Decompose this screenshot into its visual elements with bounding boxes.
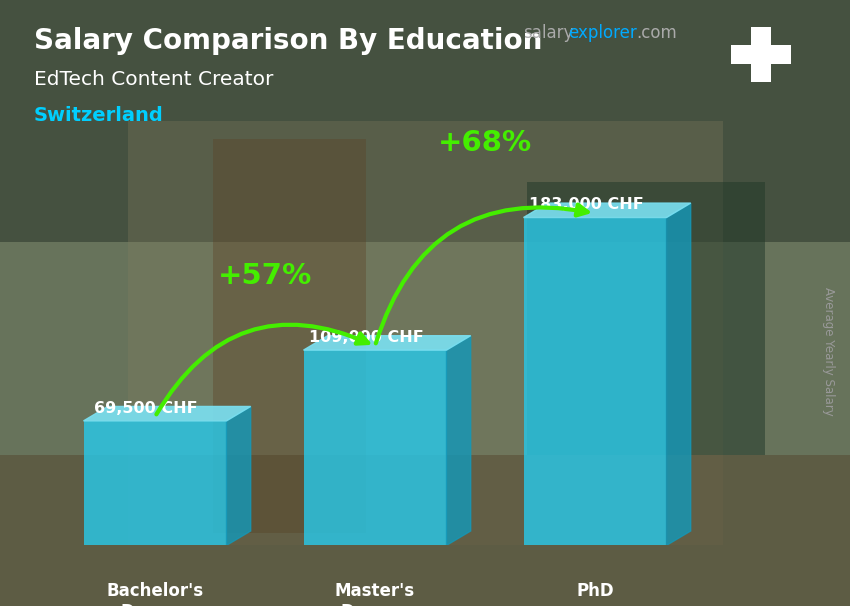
FancyBboxPatch shape — [303, 350, 446, 545]
Text: Average Yearly Salary: Average Yearly Salary — [822, 287, 836, 416]
Polygon shape — [226, 407, 251, 545]
Text: Bachelor's
Degree: Bachelor's Degree — [106, 582, 203, 606]
Text: Master's
Degree: Master's Degree — [335, 582, 415, 606]
Bar — [751, 27, 771, 82]
Text: +57%: +57% — [218, 262, 312, 290]
Bar — [128, 121, 722, 545]
Text: Salary Comparison By Education: Salary Comparison By Education — [34, 27, 542, 55]
Text: 183,000 CHF: 183,000 CHF — [529, 198, 643, 212]
Text: +68%: +68% — [438, 129, 532, 158]
Text: EdTech Content Creator: EdTech Content Creator — [34, 70, 274, 88]
Text: 109,000 CHF: 109,000 CHF — [309, 330, 424, 345]
Bar — [212, 139, 366, 533]
FancyBboxPatch shape — [83, 421, 226, 545]
Text: salary: salary — [523, 24, 573, 42]
Text: PhD: PhD — [576, 582, 614, 601]
Polygon shape — [666, 203, 691, 545]
FancyBboxPatch shape — [524, 218, 666, 545]
Text: 69,500 CHF: 69,500 CHF — [94, 401, 198, 416]
Polygon shape — [303, 336, 471, 350]
Bar — [0, 0, 850, 242]
Text: .com: .com — [636, 24, 677, 42]
Polygon shape — [524, 203, 691, 218]
Bar — [527, 182, 765, 454]
Text: Switzerland: Switzerland — [34, 106, 164, 125]
Polygon shape — [446, 336, 471, 545]
Polygon shape — [83, 407, 251, 421]
Bar — [731, 45, 790, 64]
Text: explorer: explorer — [568, 24, 637, 42]
Bar — [0, 454, 850, 606]
